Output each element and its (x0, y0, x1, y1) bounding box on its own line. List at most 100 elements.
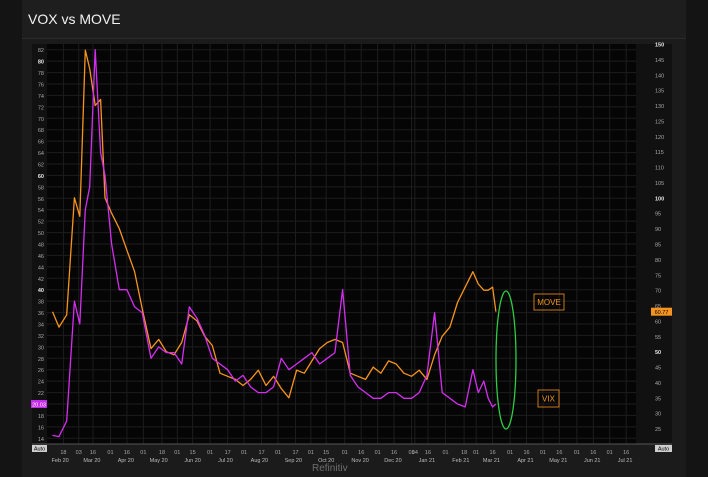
x-tick-day-label: 16 (124, 450, 130, 456)
right-tick-label: 100 (655, 196, 664, 202)
right-tick-label: 85 (655, 243, 661, 249)
chart-title: VOX vs MOVE (28, 11, 121, 27)
left-tick-label: 62 (38, 163, 44, 169)
x-tick-day-label: 01 (275, 450, 281, 456)
right-tick-label: 140 (655, 73, 664, 79)
right-tick-label: 40 (655, 381, 661, 387)
right-tick-label: 95 (655, 212, 661, 218)
left-tick-label: 66 (38, 140, 44, 146)
right-tick-label: 130 (655, 104, 664, 110)
left-tick-label: 68 (38, 128, 44, 134)
right-tick-label: 25 (655, 427, 661, 433)
left-tick-label: 32 (38, 334, 44, 340)
x-tick-day-label: 01 (308, 450, 314, 456)
right-tick-label: 145 (655, 58, 664, 64)
left-tick-label: 44 (38, 265, 44, 271)
right-tick-label: 110 (655, 166, 664, 172)
x-tick-month-label: Apr 21 (517, 458, 533, 464)
x-tick-month-label: Jul 20 (218, 458, 233, 464)
vix-annotation-label: VIX (542, 395, 556, 404)
x-tick-day-label: 17 (225, 450, 231, 456)
x-tick-day-label: 01 (473, 450, 479, 456)
x-tick-day-label: 01 (140, 450, 146, 456)
move-current-label: 60.77 (655, 310, 669, 316)
vix-current-tag (31, 400, 47, 408)
left-tick-label: 52 (38, 220, 44, 226)
x-tick-day-label: 01 (342, 450, 348, 456)
left-tick-label: 72 (38, 105, 44, 111)
right-tick-label: 115 (655, 150, 664, 156)
x-tick-month-label: Feb 21 (452, 458, 469, 464)
source-credit: Refinitiv (312, 463, 348, 474)
right-auto-box (655, 445, 672, 452)
right-tick-label: 65 (655, 304, 661, 310)
x-tick-day-label: 17 (292, 450, 298, 456)
left-auto-label: Auto (34, 447, 45, 453)
x-tick-month-label: Mar 20 (83, 458, 100, 464)
left-tick-label: 54 (38, 208, 44, 214)
title-bar: VOX vs MOVE (22, 0, 686, 39)
x-tick-day-label: 16 (490, 450, 496, 456)
left-axis-strip (32, 44, 47, 444)
left-tick-label: 14 (38, 437, 44, 443)
right-tick-label: 105 (655, 181, 664, 187)
x-tick-day-label: 16 (523, 450, 529, 456)
x-tick-month-label: Oct 20 (318, 458, 334, 464)
right-tick-label: 80 (655, 258, 661, 264)
right-tick-label: 55 (655, 335, 661, 341)
x-tick-month-label: Aug 20 (251, 458, 268, 464)
series-line-vix (52, 49, 497, 438)
x-tick-day-label: 01 (540, 450, 546, 456)
x-tick-day-label: 15 (323, 450, 329, 456)
x-tick-day-label: 04 (412, 450, 418, 456)
move-annotation-label: MOVE (537, 298, 561, 307)
x-tick-day-label: 01 (507, 450, 513, 456)
left-tick-label: 42 (38, 277, 44, 283)
right-tick-label: 75 (655, 273, 661, 279)
x-tick-day-label: 16 (590, 450, 596, 456)
x-tick-month-label: Feb 20 (52, 458, 69, 464)
x-tick-month-label: Sep 20 (285, 458, 302, 464)
left-tick-label: 24 (38, 380, 44, 386)
left-auto-box (32, 445, 47, 452)
x-tick-day-label: 15 (190, 450, 196, 456)
left-tick-label: 28 (38, 357, 44, 363)
x-tick-month-label: May 21 (549, 458, 567, 464)
x-tick-month-label: Nov 20 (351, 458, 368, 464)
right-tick-label: 90 (655, 227, 661, 233)
right-tick-label: 50 (655, 350, 661, 356)
x-tick-day-label: 01 (574, 450, 580, 456)
x-tick-day-label: 17 (259, 450, 265, 456)
left-tick-label: 40 (38, 288, 44, 294)
x-tick-day-label: 16 (425, 450, 431, 456)
left-tick-label: 70 (38, 117, 44, 123)
right-tick-label: 45 (655, 366, 661, 372)
left-tick-label: 48 (38, 243, 44, 249)
x-tick-month-label: Jun 21 (584, 458, 601, 464)
left-tick-label: 80 (38, 60, 44, 66)
x-tick-day-label: 01 (241, 450, 247, 456)
right-tick-label: 60 (655, 319, 661, 325)
x-tick-month-label: Jul 21 (618, 458, 633, 464)
right-auto-label: Auto (658, 447, 669, 453)
x-tick-day-label: 16 (391, 450, 397, 456)
right-tick-label: 30 (655, 412, 661, 418)
x-tick-month-label: May 20 (150, 458, 168, 464)
x-tick-month-label: Jun 20 (184, 458, 201, 464)
right-tick-label: 125 (655, 119, 664, 125)
right-axis-strip (636, 44, 672, 444)
vix-current-label: 20.03 (32, 403, 46, 409)
x-tick-month-label: Jan 21 (419, 458, 436, 464)
x-tick-day-label: 01 (207, 450, 213, 456)
right-tick-label: 70 (655, 289, 661, 295)
left-tick-label: 18 (38, 414, 44, 420)
x-tick-month-label: Mar 21 (483, 458, 500, 464)
x-tick-day-label: 16 (623, 450, 629, 456)
left-tick-label: 74 (38, 94, 44, 100)
right-tick-label: 35 (655, 396, 661, 402)
left-tick-label: 36 (38, 311, 44, 317)
move-current-tag (651, 307, 672, 316)
x-tick-day-label: 18 (461, 450, 467, 456)
